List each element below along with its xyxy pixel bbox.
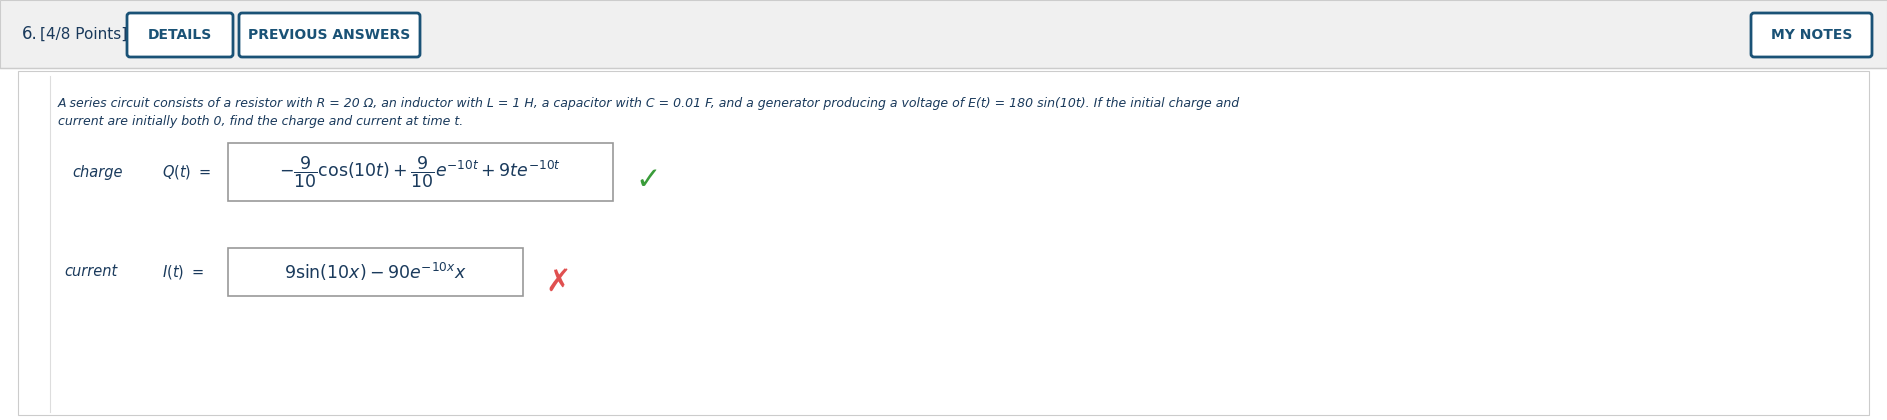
Text: MY NOTES: MY NOTES [1770,28,1853,42]
FancyBboxPatch shape [0,0,1887,68]
Text: $I(t)\ =$: $I(t)\ =$ [162,263,204,281]
FancyBboxPatch shape [228,143,613,201]
Text: $Q(t)\ =$: $Q(t)\ =$ [162,163,211,181]
Text: PREVIOUS ANSWERS: PREVIOUS ANSWERS [249,28,411,42]
Text: [4/8 Points]: [4/8 Points] [40,26,126,42]
FancyBboxPatch shape [1751,13,1872,57]
Text: 6.: 6. [23,25,38,43]
Text: $-\dfrac{9}{10}\cos(10t)+\dfrac{9}{10}e^{-10t}+9te^{-10t}$: $-\dfrac{9}{10}\cos(10t)+\dfrac{9}{10}e^… [279,154,562,190]
Text: DETAILS: DETAILS [147,28,211,42]
FancyBboxPatch shape [126,13,232,57]
FancyBboxPatch shape [228,248,523,296]
Text: A series circuit consists of a resistor with R = 20 Ω, an inductor with L = 1 H,: A series circuit consists of a resistor … [58,97,1240,110]
Text: current: current [64,265,117,279]
Text: ✗: ✗ [545,268,570,297]
FancyBboxPatch shape [240,13,421,57]
Text: ✓: ✓ [636,165,660,194]
Text: current are initially both 0, find the charge and current at time t.: current are initially both 0, find the c… [58,116,462,129]
FancyBboxPatch shape [19,71,1868,415]
Text: $9\sin(10x)-90e^{-10x}x$: $9\sin(10x)-90e^{-10x}x$ [285,261,466,283]
Text: charge: charge [72,165,123,179]
